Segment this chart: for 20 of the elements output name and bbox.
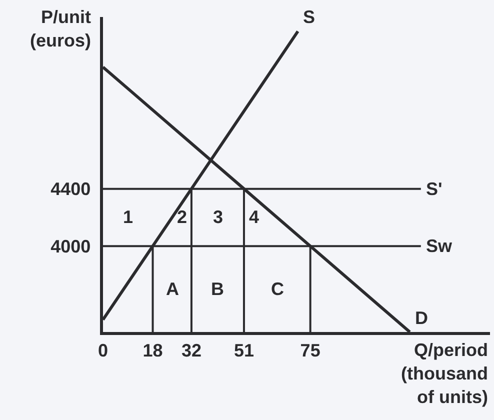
x-tick-label: 18 bbox=[142, 340, 163, 360]
annotation: A bbox=[166, 279, 179, 299]
y-axis-title: P/unit (euros) bbox=[30, 7, 92, 50]
annotation: 4 bbox=[249, 207, 260, 227]
annotation: 2 bbox=[177, 207, 188, 227]
x-tick-label: 0 bbox=[98, 340, 108, 360]
annotation: C bbox=[271, 279, 284, 299]
series-label: S bbox=[303, 7, 316, 27]
x-tick-label: 75 bbox=[300, 340, 320, 360]
x-axis-title: Q/period (thousand of units) bbox=[401, 340, 488, 407]
annotation: 3 bbox=[213, 207, 224, 227]
annotation: 1 bbox=[123, 207, 134, 227]
series-label: S' bbox=[426, 179, 442, 199]
y-tick-label: 4000 bbox=[50, 236, 91, 256]
series-label: D bbox=[415, 308, 428, 328]
x-tick-label: 51 bbox=[234, 340, 254, 360]
series-label: Sw bbox=[426, 236, 454, 256]
y-tick-label: 4400 bbox=[50, 179, 91, 200]
annotation: B bbox=[211, 279, 224, 299]
x-tick-label: 32 bbox=[181, 340, 202, 360]
